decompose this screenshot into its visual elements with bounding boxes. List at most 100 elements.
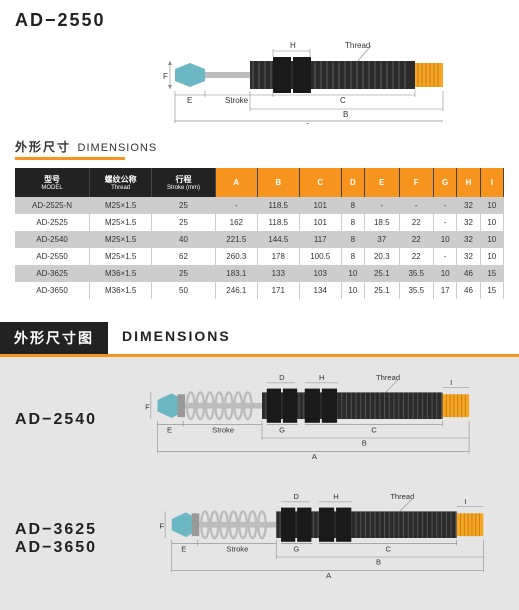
table-cell: 103 xyxy=(299,265,341,282)
bottom-section: 外形尺寸图 DIMENSIONS AD−2540 D H Thread I F xyxy=(0,322,519,610)
table-cell: AD-2525 xyxy=(15,214,90,231)
table-body: AD-2525-NM25×1.525-118.51018---3210AD-25… xyxy=(15,197,504,299)
table-header-cell: C xyxy=(299,168,341,197)
svg-text:F: F xyxy=(159,522,164,531)
table-cell: 40 xyxy=(152,231,216,248)
svg-text:I: I xyxy=(450,378,452,387)
table-cell: 25.1 xyxy=(365,265,399,282)
table-cell: M25×1.5 xyxy=(90,248,152,265)
table-cell: 10 xyxy=(480,214,503,231)
table-cell: 8 xyxy=(341,214,364,231)
table-cell: 17 xyxy=(433,282,456,299)
table-cell: AD-3625 xyxy=(15,265,90,282)
table-cell: 15 xyxy=(480,265,503,282)
table-cell: 162 xyxy=(215,214,257,231)
table-header-cell: H xyxy=(457,168,480,197)
svg-text:E: E xyxy=(167,425,172,434)
table-cell: 101 xyxy=(299,197,341,214)
table-header: 型号MODEL螺纹公称Thread行程Stroke (mm)ABCDEFGHI xyxy=(15,168,504,197)
table-header-cell: E xyxy=(365,168,399,197)
title-underline xyxy=(15,157,125,160)
table-header-cell: 螺纹公称Thread xyxy=(90,168,152,197)
table-cell: - xyxy=(215,197,257,214)
svg-text:G: G xyxy=(279,425,285,434)
table-cell: 134 xyxy=(299,282,341,299)
top-model-title: AD−2550 xyxy=(15,10,504,31)
dimensions-table: 型号MODEL螺纹公称Thread行程Stroke (mm)ABCDEFGHI … xyxy=(15,168,504,299)
bottom-title-en: DIMENSIONS xyxy=(108,322,245,354)
table-cell: M36×1.5 xyxy=(90,265,152,282)
table-cell: - xyxy=(399,197,433,214)
svg-text:G: G xyxy=(293,544,299,553)
top-diagram: H Thread xyxy=(15,39,504,126)
svg-text:Stroke: Stroke xyxy=(212,425,234,434)
table-cell: 25.1 xyxy=(365,282,399,299)
dim-label-stroke: Stroke xyxy=(225,96,249,105)
table-cell: 144.5 xyxy=(257,231,299,248)
diagram-row: AD−3625AD−3650 D H Thread I F E Str xyxy=(0,476,519,595)
dim-label-E: E xyxy=(187,96,192,105)
table-cell: - xyxy=(433,248,456,265)
table-row: AD-2550M25×1.562260.3178100.5820.322-321… xyxy=(15,248,504,265)
svg-text:A: A xyxy=(326,571,332,580)
table-header-cell: F xyxy=(399,168,433,197)
svg-text:Thread: Thread xyxy=(376,373,400,382)
table-cell: M36×1.5 xyxy=(90,282,152,299)
svg-text:C: C xyxy=(386,544,392,553)
diagram-canvas: D H Thread I F E Stroke G xyxy=(110,488,504,590)
table-row: AD-3650M36×1.550246.11711341025.135.5174… xyxy=(15,282,504,299)
shock-absorber-diagram: H Thread xyxy=(15,39,495,124)
diagram-row: AD−2540 D H Thread I F E Stroke xyxy=(0,357,519,476)
table-cell: 10 xyxy=(480,248,503,265)
table-cell: 25 xyxy=(152,214,216,231)
bottom-title-cn: 外形尺寸图 xyxy=(0,322,108,354)
table-cell: 100.5 xyxy=(299,248,341,265)
diagram-model-label: AD−3625AD−3650 xyxy=(15,521,110,557)
table-cell: 32 xyxy=(457,231,480,248)
table-cell: 10 xyxy=(341,282,364,299)
svg-text:Stroke: Stroke xyxy=(226,544,248,553)
table-cell: 20.3 xyxy=(365,248,399,265)
table-row: AD-2540M25×1.540221.5144.511783722103210 xyxy=(15,231,504,248)
table-header-cell: G xyxy=(433,168,456,197)
table-row: AD-3625M36×1.525183.11331031025.135.5104… xyxy=(15,265,504,282)
svg-text:E: E xyxy=(181,544,186,553)
dim-title-en: DIMENSIONS xyxy=(78,142,158,154)
table-cell: 260.3 xyxy=(215,248,257,265)
dim-label-F: F xyxy=(163,72,168,81)
table-header-cell: B xyxy=(257,168,299,197)
table-cell: M25×1.5 xyxy=(90,231,152,248)
table-cell: 133 xyxy=(257,265,299,282)
table-cell: 101 xyxy=(299,214,341,231)
table-cell: 183.1 xyxy=(215,265,257,282)
table-cell: AD-2550 xyxy=(15,248,90,265)
svg-text:F: F xyxy=(145,403,150,412)
table-cell: 22 xyxy=(399,231,433,248)
table-cell: 46 xyxy=(457,282,480,299)
dimensions-heading: 外形尺寸 DIMENSIONS xyxy=(15,138,504,160)
table-cell: 178 xyxy=(257,248,299,265)
table-cell: M25×1.5 xyxy=(90,214,152,231)
shock-absorber-diagram: D H Thread I F E Stroke G xyxy=(110,488,490,588)
dim-title-cn: 外形尺寸 xyxy=(15,140,71,154)
svg-text:C: C xyxy=(371,425,377,434)
svg-text:B: B xyxy=(362,439,367,448)
svg-text:Thread: Thread xyxy=(390,492,414,501)
svg-text:H: H xyxy=(333,492,338,501)
dim-label-C: C xyxy=(340,96,346,105)
absorber-body xyxy=(175,57,443,93)
table-cell: 8 xyxy=(341,197,364,214)
table-cell: 32 xyxy=(457,248,480,265)
table-cell: 10 xyxy=(433,231,456,248)
table-cell: 118.5 xyxy=(257,214,299,231)
table-cell: AD-3650 xyxy=(15,282,90,299)
dim-label-thread: Thread xyxy=(345,41,370,50)
svg-text:A: A xyxy=(312,452,318,461)
bottom-header: 外形尺寸图 DIMENSIONS xyxy=(0,322,519,357)
table-cell: AD-2540 xyxy=(15,231,90,248)
table-cell: - xyxy=(433,214,456,231)
diagram-canvas: D H Thread I F E Stroke G xyxy=(110,369,504,471)
table-cell: 50 xyxy=(152,282,216,299)
table-cell: 246.1 xyxy=(215,282,257,299)
dim-label-H: H xyxy=(290,41,296,50)
